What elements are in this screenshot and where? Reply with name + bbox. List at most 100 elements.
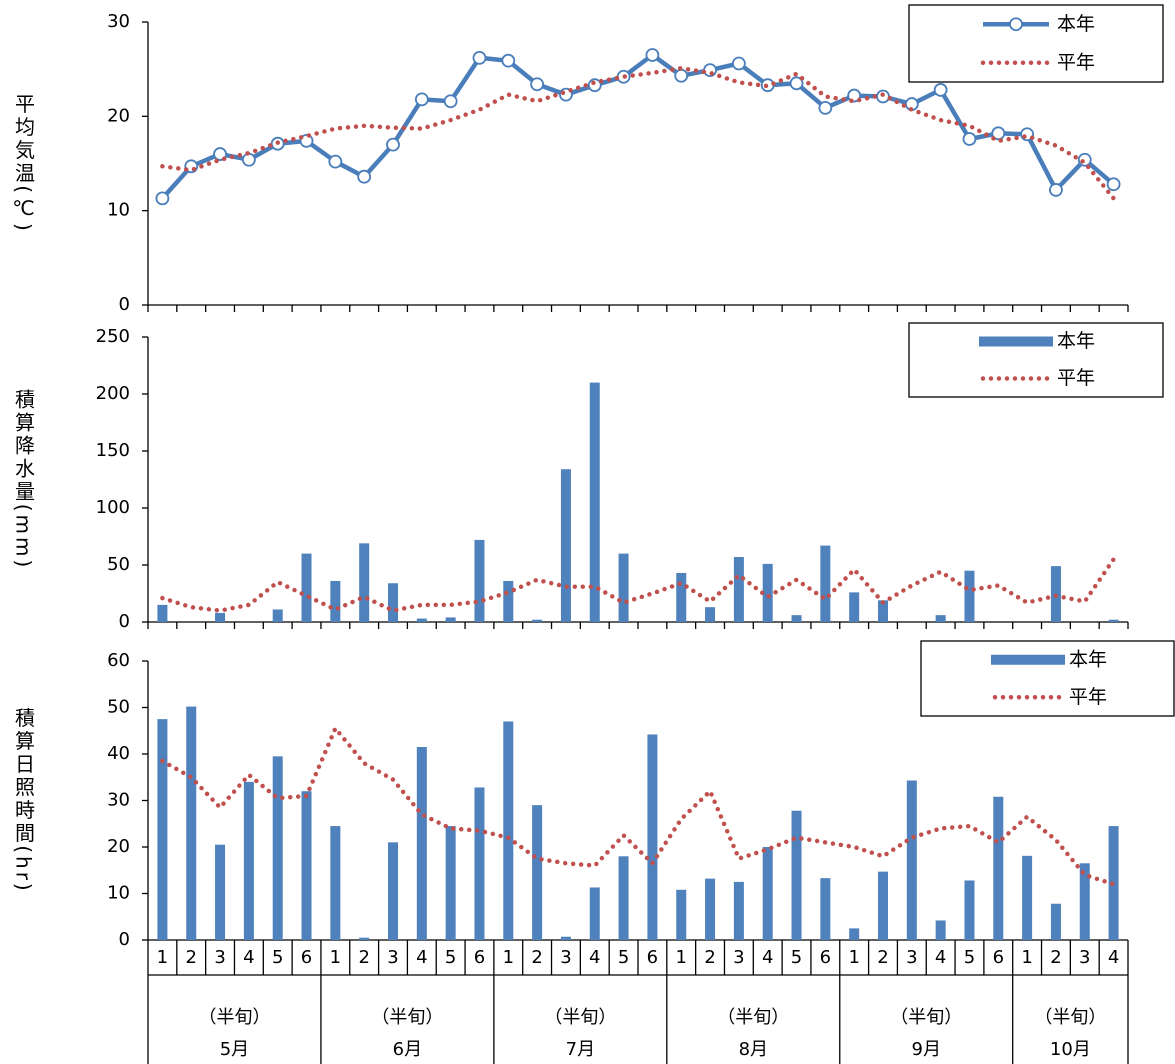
y-tick-label: 10 [107,883,130,904]
marker [1077,152,1092,167]
bar [416,618,427,622]
bar [964,570,975,622]
bar [503,721,514,940]
bar [1108,619,1119,622]
legend-swatch [991,654,1065,665]
legend-box [908,4,1164,83]
legend-box [908,322,1164,398]
x-tick-label: 3 [387,947,398,968]
x-tick-label: 4 [1108,947,1119,968]
bar [215,844,226,940]
marker [645,48,660,62]
bar [820,878,831,940]
legend-swatch [979,336,1053,347]
x-tick-label: 5 [791,947,802,968]
x-tick-label: 2 [531,947,542,968]
y-axis-label: 積算降水量(mm) [12,388,36,570]
x-tick-label: 3 [733,947,744,968]
bar [820,545,831,622]
bar [388,842,398,940]
group-month: 7月 [566,1039,595,1060]
y-tick-label: 150 [96,440,130,461]
group-month: 9月 [912,1039,941,1060]
y-tick-label: 100 [96,497,130,518]
marker [386,137,400,152]
y-tick-label: 40 [107,743,130,764]
bar [416,747,427,940]
x-tick-label: 1 [157,947,168,968]
x-tick-label: 6 [647,947,658,968]
bar [647,734,658,940]
marker [530,77,545,92]
x-tick-label: 4 [589,947,600,968]
group-label: （半旬） [890,1007,962,1028]
legend-box [920,640,1175,717]
x-tick-label: 1 [848,947,859,968]
x-tick-label: 6 [993,947,1004,968]
bar [1050,903,1061,940]
bar [301,791,312,940]
x-tick-label: 2 [877,947,888,968]
group-label: （半旬） [371,1007,443,1028]
y-tick-label: 200 [96,383,130,404]
bar [157,604,168,622]
y-tick-label: 0 [119,611,130,632]
bar [532,805,543,940]
group-month: 5月 [220,1039,249,1060]
legend-marker [1009,17,1023,32]
group-label: （半旬） [1034,1007,1106,1028]
y-tick-label: 0 [119,929,130,950]
marker [328,154,343,169]
marker [674,68,689,83]
bar [849,928,860,940]
bar [676,889,687,940]
y-tick-label: 10 [107,200,130,221]
group-label: （半旬） [717,1007,789,1028]
x-tick-label: 1 [330,947,341,968]
group-month: 6月 [393,1039,422,1060]
y-axis-label: 平均気温(℃) [12,93,36,234]
marker [155,191,170,206]
x-tick-label: 3 [1079,947,1090,968]
x-tick-label: 1 [676,947,687,968]
x-tick-label: 3 [214,947,225,968]
legend-label: 本年 [1057,330,1095,352]
bar [705,607,716,622]
x-tick-label: 3 [560,947,571,968]
bar [388,583,398,622]
x-tick-label: 4 [243,947,254,968]
x-tick-label: 6 [820,947,831,968]
bar [215,612,226,622]
y-tick-label: 50 [107,554,130,575]
y-tick-label: 30 [107,790,130,811]
legend-label: 平年 [1057,51,1095,73]
bar [878,871,888,940]
y-axis-label: 積算日照時間(hr) [12,707,36,894]
y-tick-label: 60 [107,650,130,671]
x-tick-label: 5 [445,947,456,968]
bar [1079,863,1090,940]
marker [443,94,458,109]
y-tick-label: 20 [107,836,130,857]
bar [993,796,1004,940]
bar [618,553,629,622]
bar [445,826,456,940]
x-tick-label: 2 [186,947,197,968]
bar [849,592,860,622]
legend-label: 本年 [1069,648,1107,670]
bar [733,881,744,940]
legend-label: 本年 [1057,13,1095,35]
bar [676,572,687,622]
bar [733,557,744,622]
bar [964,880,975,940]
y-tick-label: 20 [107,105,130,126]
group-month: 10月 [1050,1039,1091,1060]
bar [791,810,802,940]
bar [330,580,341,622]
y-tick-label: 50 [107,697,130,718]
bar [935,615,946,622]
marker [1106,177,1121,192]
marker [991,126,1006,141]
